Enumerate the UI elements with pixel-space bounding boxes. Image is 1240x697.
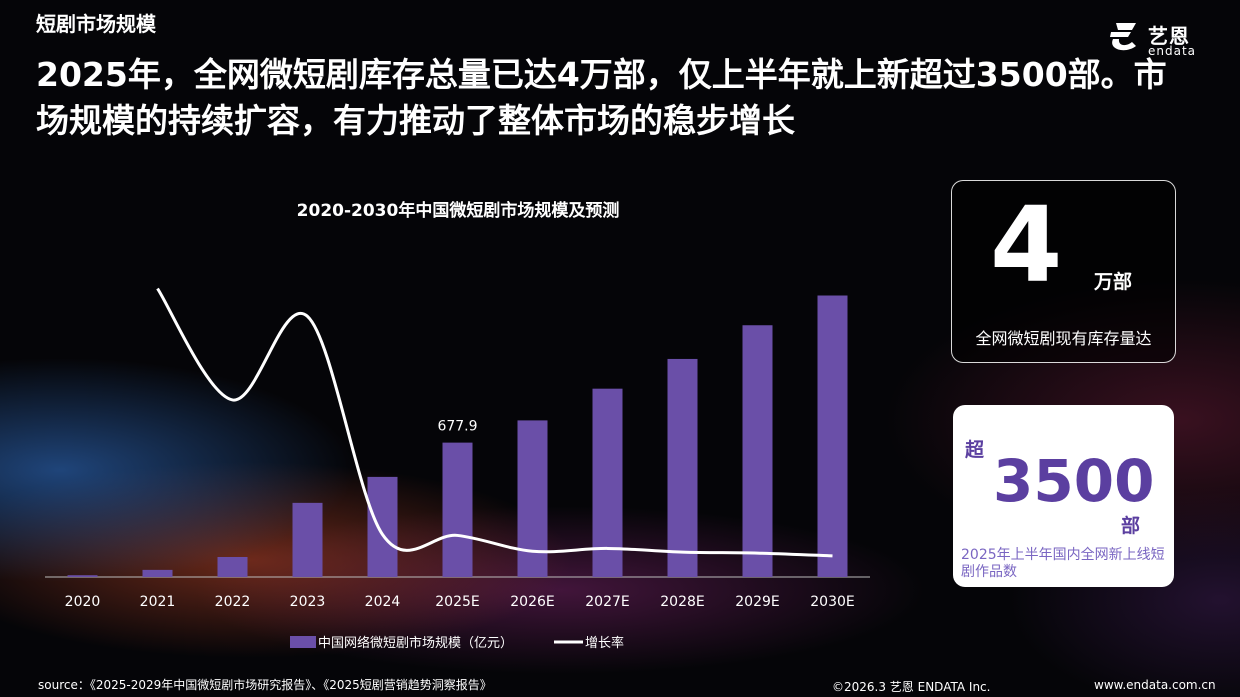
x-tick-label: 2027E xyxy=(585,594,629,610)
bar-2025E xyxy=(442,442,473,577)
new-prefix: 超 xyxy=(965,439,985,461)
bar-2029E xyxy=(742,325,773,577)
stock-number: 4 xyxy=(990,184,1063,306)
bar-2023 xyxy=(292,502,323,577)
bar-2024 xyxy=(367,476,398,577)
logo-english-name: endata xyxy=(1148,44,1197,58)
legend-line-label: 增长率 xyxy=(585,635,624,651)
x-tick-label: 2029E xyxy=(735,594,779,610)
x-tick-label: 2020 xyxy=(65,594,101,610)
legend-bar-label: 中国网络微短剧市场规模（亿元） xyxy=(318,635,513,651)
bar-2026E xyxy=(517,420,548,577)
bar-2022 xyxy=(217,556,248,577)
page-headline: 2025年，全网微短剧库存总量已达4万部，仅上半年就上新超过3500部。市场规模… xyxy=(36,55,1167,140)
footer-url[interactable]: www.endata.com.cn xyxy=(1094,678,1216,692)
chart-legend: 中国网络微短剧市场规模（亿元） 增长率 xyxy=(290,635,624,651)
x-tick-label: 2025E xyxy=(435,594,479,610)
growth-rate-line xyxy=(156,287,833,558)
bar-2030E xyxy=(817,295,848,577)
footer-source: source：《2025-2029年中国微短剧市场研究报告》、《2025短剧营销… xyxy=(38,678,492,692)
logo-chinese-name: 艺恩 xyxy=(1148,24,1190,48)
x-tick-label: 2028E xyxy=(660,594,704,610)
x-tick-label: 2022 xyxy=(215,594,251,610)
stock-description: 全网微短剧现有库存量达 xyxy=(975,329,1152,348)
new-number: 3500 xyxy=(993,447,1155,515)
footer-copyright: ©2026.3 艺恩 ENDATA Inc. xyxy=(832,680,991,694)
labels-layer: 2020 2021 2022 2023 2024 2025E 677.9 2026E 2027E… xyxy=(65,419,855,610)
new-description: 2025年上半年国内全网新上线短剧作品数 xyxy=(961,547,1165,580)
x-tick-label: 2023 xyxy=(290,594,326,610)
bar-2020 xyxy=(67,575,98,577)
new-releases-card: 超 3500 部 2025年上半年国内全网新上线短剧作品数 xyxy=(953,405,1174,587)
chart-title: 2020-2030年中国微短剧市场规模及预测 xyxy=(297,200,620,221)
x-tick-label: 2021 xyxy=(140,594,176,610)
data-label-2025E: 677.9 xyxy=(437,419,477,435)
x-tick-label: 2030E xyxy=(810,594,854,610)
stock-unit: 万部 xyxy=(1094,271,1133,293)
section-label: 短剧市场规模 xyxy=(36,12,156,36)
stock-total-card: 4 万部 全网微短剧现有库存量达 xyxy=(951,180,1176,363)
new-unit: 部 xyxy=(1121,515,1141,537)
x-tick-label: 2026E xyxy=(510,594,554,610)
x-tick-label: 2024 xyxy=(365,594,401,610)
bar-2027E xyxy=(592,388,623,577)
bar-2028E xyxy=(667,358,698,577)
legend-bar-swatch xyxy=(290,636,316,648)
brand-logo: 艺恩 endata xyxy=(1106,20,1216,60)
bar-2021 xyxy=(142,569,173,577)
endata-logo-icon xyxy=(1110,23,1136,51)
